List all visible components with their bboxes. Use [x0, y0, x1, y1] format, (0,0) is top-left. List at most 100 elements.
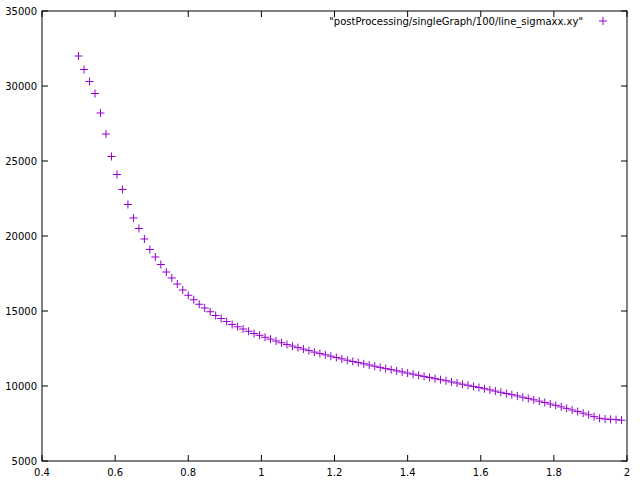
- point: [168, 274, 176, 282]
- x-tick-label: 0.6: [107, 467, 123, 478]
- point: [316, 349, 324, 357]
- point: [157, 261, 165, 269]
- point: [267, 335, 275, 343]
- point: [338, 355, 346, 363]
- y-tick: [42, 386, 48, 387]
- x-tick-label: 1.6: [473, 467, 489, 478]
- point: [442, 377, 450, 385]
- point: [349, 357, 357, 365]
- point: [86, 78, 94, 86]
- point: [513, 392, 521, 400]
- point: [458, 380, 466, 388]
- point: [184, 291, 192, 299]
- point: [97, 109, 105, 117]
- point: [343, 356, 351, 364]
- point: [250, 330, 258, 338]
- x-tick: [553, 455, 554, 461]
- point: [535, 397, 543, 405]
- x-tick: [334, 455, 335, 461]
- point: [299, 345, 307, 353]
- point: [80, 66, 88, 74]
- point: [393, 367, 401, 375]
- x-tick-label: 0.4: [34, 467, 50, 478]
- point: [376, 363, 384, 371]
- plot-frame: [42, 11, 627, 461]
- point: [497, 388, 505, 396]
- x-tick-label: 1.8: [546, 467, 562, 478]
- x-tick: [188, 455, 189, 461]
- point: [546, 400, 554, 408]
- x-tick-top: [261, 11, 262, 17]
- point: [420, 372, 428, 380]
- point: [596, 414, 604, 422]
- point: [102, 130, 110, 138]
- y-tick-label: 35000: [5, 6, 37, 17]
- point: [404, 369, 412, 377]
- point: [415, 371, 423, 379]
- y-tick-label: 30000: [5, 81, 37, 92]
- axes: 0.40.60.811.21.41.61.8250001000015000200…: [5, 6, 630, 479]
- x-tick: [480, 455, 481, 461]
- point: [563, 404, 571, 412]
- point: [195, 300, 203, 308]
- x-tick-top: [188, 11, 189, 17]
- legend-marker: [599, 17, 607, 25]
- point: [574, 408, 582, 416]
- point: [228, 321, 236, 329]
- point: [327, 352, 335, 360]
- point: [146, 246, 154, 254]
- y-tick-right: [621, 386, 627, 387]
- point: [135, 225, 143, 233]
- point: [365, 361, 373, 369]
- point: [294, 344, 302, 352]
- point: [107, 153, 115, 161]
- point: [129, 214, 137, 222]
- y-tick-label: 25000: [5, 156, 37, 167]
- point: [557, 403, 565, 411]
- chart-root: 0.40.60.811.21.41.61.8250001000015000200…: [0, 0, 642, 482]
- point: [332, 354, 340, 362]
- point: [552, 401, 560, 409]
- point: [151, 253, 159, 261]
- chart: 0.40.60.811.21.41.61.8250001000015000200…: [0, 0, 642, 482]
- point: [508, 391, 516, 399]
- point: [530, 396, 538, 404]
- point: [579, 409, 587, 417]
- y-tick: [42, 86, 48, 87]
- point: [113, 171, 121, 179]
- point: [371, 362, 379, 370]
- point: [179, 286, 187, 294]
- point: [568, 406, 576, 414]
- point: [288, 342, 296, 350]
- point: [261, 333, 269, 341]
- x-tick-label: 1.4: [400, 467, 416, 478]
- point: [486, 386, 494, 394]
- x-tick: [261, 455, 262, 461]
- x-tick-top: [115, 11, 116, 17]
- point: [502, 390, 510, 398]
- x-tick-label: 1: [258, 467, 264, 478]
- point: [464, 381, 472, 389]
- x-tick: [115, 455, 116, 461]
- y-tick-label: 5000: [12, 456, 37, 467]
- x-tick-label: 1.2: [327, 467, 343, 478]
- y-tick-right: [621, 86, 627, 87]
- point: [398, 368, 406, 376]
- point: [426, 373, 434, 381]
- y-tick-label: 20000: [5, 231, 37, 242]
- series: [75, 52, 626, 424]
- point: [245, 327, 253, 335]
- point: [469, 382, 477, 390]
- x-tick-label: 0.8: [180, 467, 196, 478]
- point: [612, 416, 620, 424]
- point: [310, 348, 318, 356]
- point: [91, 90, 99, 98]
- point: [590, 413, 598, 421]
- y-tick: [42, 236, 48, 237]
- point: [585, 411, 593, 419]
- point: [453, 379, 461, 387]
- point: [201, 304, 209, 312]
- point: [162, 268, 170, 276]
- point: [519, 393, 527, 401]
- y-tick: [42, 161, 48, 162]
